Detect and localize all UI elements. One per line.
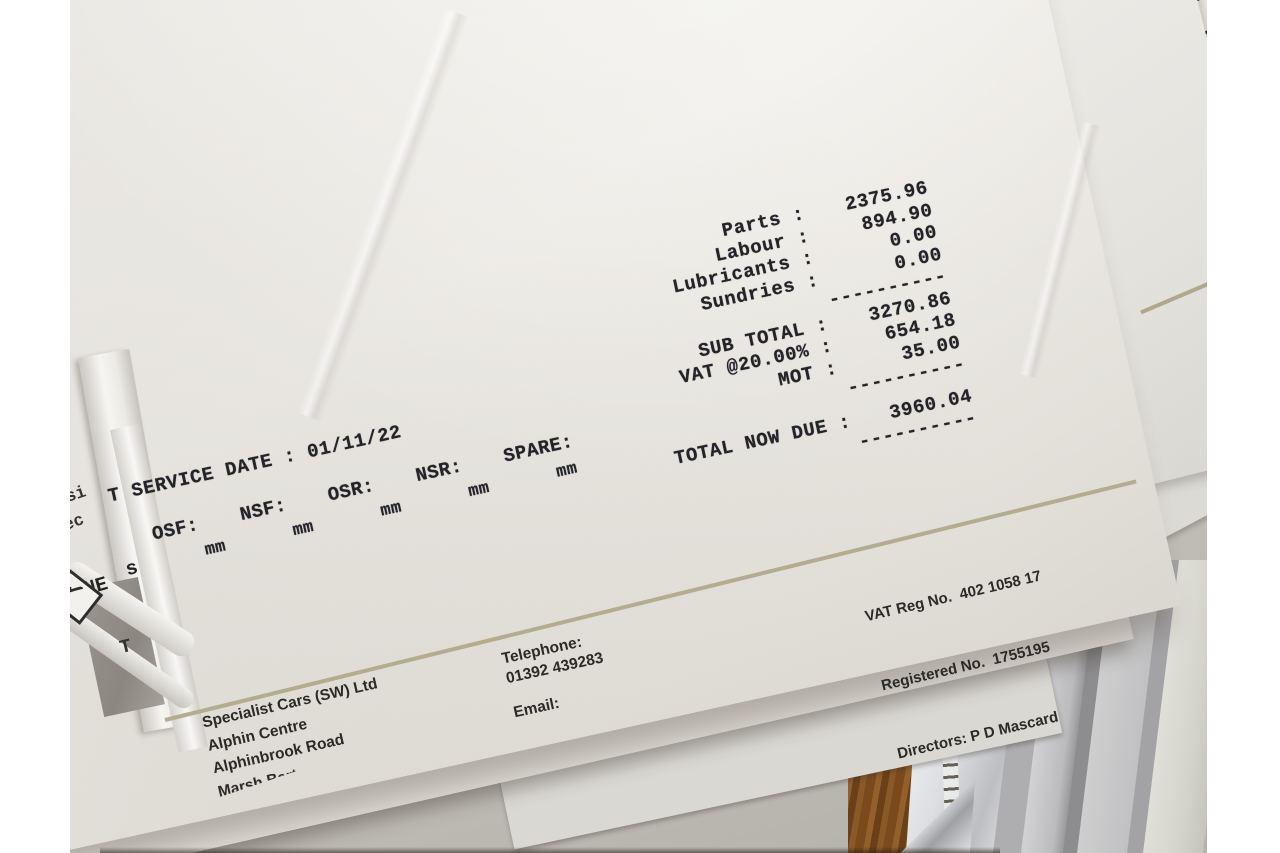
vat-reg-line: VAT Reg No. 402 1058 17 <box>863 567 1043 626</box>
photo-desk-scene: Surname VEHICLE hic Parts :2375.96 Labou… <box>70 0 1207 853</box>
photo-bottom-shadow <box>100 847 1000 853</box>
directors-line: Directors: P D Mascard <box>895 708 1060 763</box>
registered-no-line: Registered No. 1755195 <box>879 637 1052 694</box>
